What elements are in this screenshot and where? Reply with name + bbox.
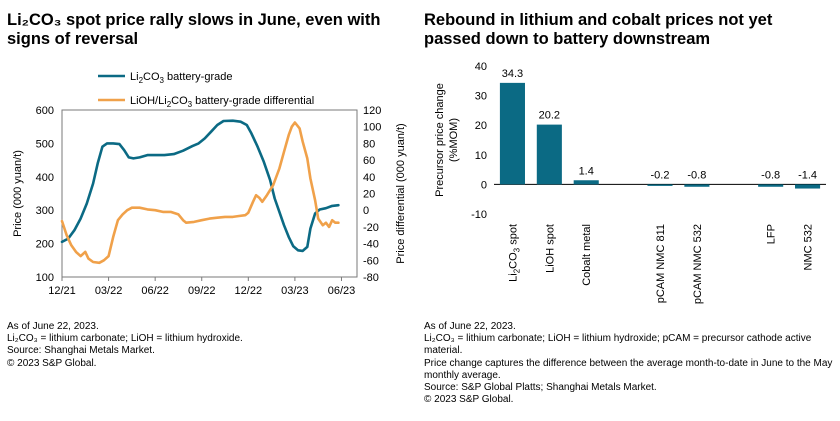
li2co3-price-line — [60, 119, 340, 253]
left-chart-notes: As of June 22, 2023. Li₂CO₃ = lithium ca… — [7, 321, 387, 370]
right-chart-notes: As of June 22, 2023. Li₂CO₃ = lithium ca… — [424, 321, 834, 406]
left-note-line: Source: Shanghai Metals Market. — [7, 345, 155, 357]
bar-data-label: -0.8 — [761, 169, 780, 181]
x-tick-label: 03/22 — [95, 285, 123, 297]
bar — [684, 184, 710, 187]
left-y-tick-label: 100 — [36, 272, 54, 284]
right-y-tick-label: -80 — [363, 272, 379, 284]
bar-y-tick-label: 20 — [475, 120, 487, 132]
left-note-line: © 2023 S&P Global. — [7, 357, 97, 369]
right-note-line: Li₂CO₃ = lithium carbonate; LiOH = lithi… — [424, 333, 812, 357]
bar-category-label: LFP — [766, 224, 778, 244]
right-note-line: Price change captures the difference bet… — [424, 357, 833, 381]
x-tick-label: 06/22 — [141, 285, 169, 297]
bar-data-label: -0.8 — [687, 169, 706, 181]
bar — [573, 180, 599, 185]
bar-y-tick-label: 40 — [475, 61, 487, 73]
bar-data-label: -0.2 — [651, 169, 670, 181]
x-tick-label: 03/23 — [281, 285, 309, 297]
legend-label: Li2CO3 battery-grade — [130, 71, 232, 85]
bar-data-label: 34.3 — [502, 68, 523, 80]
left-y-axis-title: Price (000 yuan/t) — [12, 150, 24, 237]
right-y-tick-label: -20 — [363, 222, 379, 234]
right-y-tick-label: 20 — [363, 189, 375, 201]
legend-label: LiOH/Li2CO3 battery-grade differential — [130, 95, 314, 109]
right-y-tick-label: 0 — [363, 205, 369, 217]
bar-data-label: 20.2 — [539, 110, 560, 122]
right-note-line: Source: S&P Global Platts; Shanghai Meta… — [424, 382, 657, 394]
left-chart-title: Li₂CO₃ spot price rally slows in June, e… — [7, 11, 381, 48]
bar-data-label: 1.4 — [579, 165, 594, 177]
lioh-differential-line — [60, 121, 340, 265]
right-y-axis-title: Price differential (000 yuan/t) — [395, 123, 407, 263]
bar-category-label: Li2CO3 spot — [507, 224, 521, 282]
bar-category-label: NMC 532 — [803, 224, 815, 270]
left-y-tick-label: 200 — [36, 239, 54, 251]
right-y-tick-label: 40 — [363, 172, 375, 184]
right-chart-title: Rebound in lithium and cobalt prices not… — [424, 11, 773, 48]
right-y-tick-label: 80 — [363, 138, 375, 150]
bar-category-label: LiOH spot — [544, 224, 556, 273]
bar — [499, 82, 525, 185]
right-note-line: © 2023 S&P Global. — [424, 394, 514, 406]
bar-y-axis-title: Precursor price change (%MOM) — [434, 83, 460, 197]
bar-category-label: pCAM NMC 811 — [655, 224, 667, 303]
x-tick-label: 12/22 — [235, 285, 263, 297]
bar-y-tick-label: -10 — [471, 209, 487, 221]
bar — [647, 184, 673, 186]
bar-data-label: -1.4 — [798, 169, 817, 181]
left-note-line: Li₂CO₃ = lithium carbonate; LiOH = lithi… — [7, 333, 243, 345]
x-tick-label: 06/23 — [328, 285, 356, 297]
bar-y-tick-label: 10 — [475, 150, 487, 162]
right-y-tick-label: 120 — [363, 105, 381, 117]
left-y-tick-label: 500 — [36, 138, 54, 150]
x-tick-label: 12/21 — [48, 285, 76, 297]
x-tick-label: 09/22 — [188, 285, 216, 297]
bar — [795, 184, 821, 189]
left-y-tick-label: 600 — [36, 105, 54, 117]
bar-y-tick-label: 30 — [475, 91, 487, 103]
right-y-tick-label: 100 — [363, 122, 381, 134]
bar-category-label: pCAM NMC 532 — [692, 224, 704, 304]
right-y-tick-label: -40 — [363, 239, 379, 251]
left-plot-frame — [61, 109, 358, 278]
right-y-tick-label: -60 — [363, 255, 379, 267]
left-y-tick-label: 400 — [36, 172, 54, 184]
right-y-tick-label: 60 — [363, 155, 375, 167]
right-note-line: As of June 22, 2023. — [424, 321, 516, 332]
bar-category-label: Cobalt metal — [581, 224, 593, 286]
left-note-line: As of June 22, 2023. — [7, 321, 99, 332]
bar — [758, 184, 784, 187]
bar — [536, 124, 562, 185]
bar-y-tick-label: 0 — [481, 179, 487, 191]
left-y-tick-label: 300 — [36, 205, 54, 217]
